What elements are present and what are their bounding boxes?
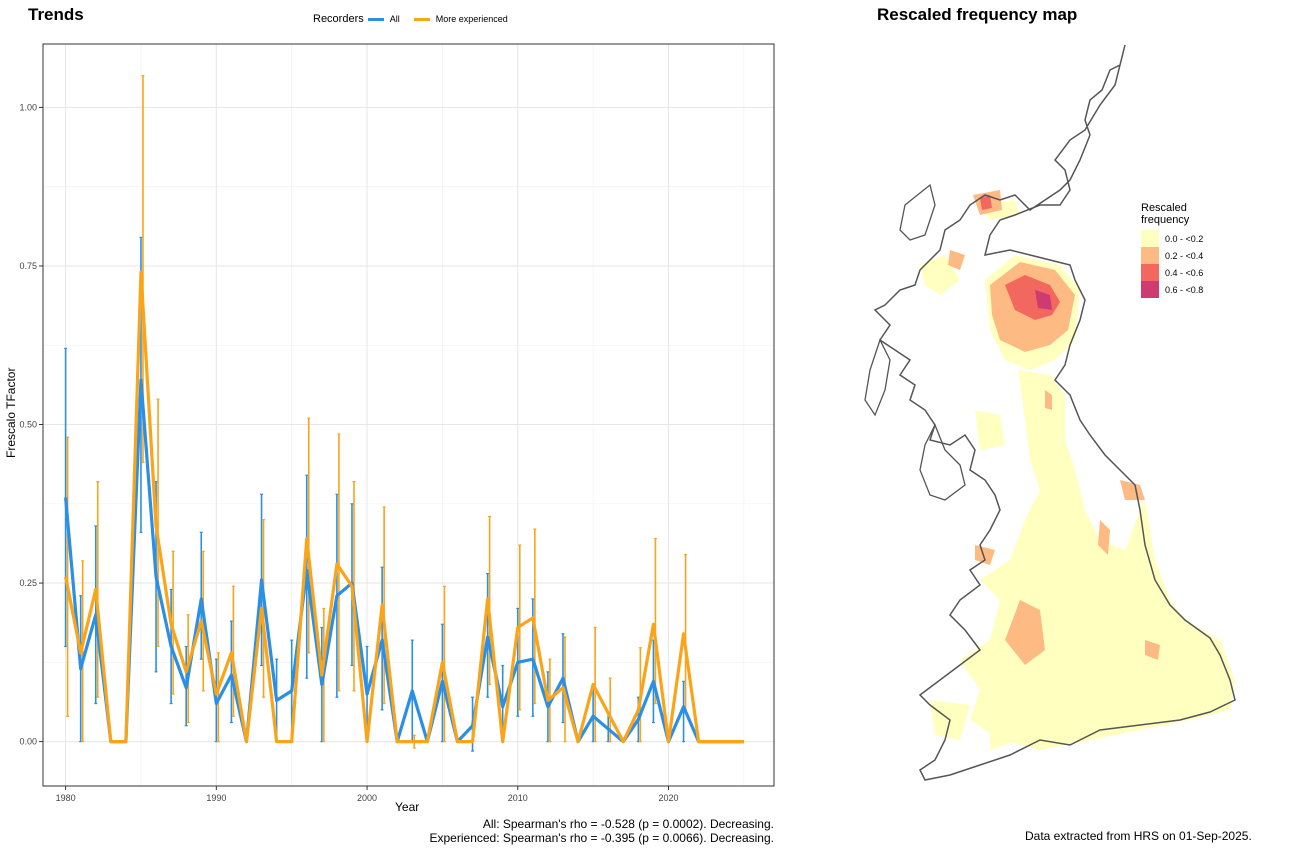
map-legend-item: 0.6 - <0.8 <box>1141 281 1203 298</box>
tick-layer: 1980 1990 2000 2010 2020 0.00 0.25 0.50 0.75 1.00 <box>19 102 678 803</box>
trends-legend: Recorders All More experienced <box>313 13 508 25</box>
errorbar-layer <box>64 75 688 752</box>
series-line-experienced <box>64 270 744 744</box>
line-layer <box>64 270 744 744</box>
x-tick-label: 2020 <box>658 793 678 803</box>
legend-swatch-experienced <box>413 17 430 21</box>
island-outline-2 <box>864 338 891 417</box>
island-outline <box>899 183 936 241</box>
x-axis-title: Year <box>395 800 420 814</box>
britain-map <box>864 44 1236 781</box>
map-legend: 0.0 - <0.2 0.2 - <0.4 0.4 - <0.6 0.6 - <… <box>1141 230 1203 298</box>
legend-swatch <box>1141 264 1159 281</box>
series-line-all <box>64 378 744 744</box>
legend-label-all: All <box>389 14 400 24</box>
map-legend-item: 0.2 - <0.4 <box>1141 247 1203 264</box>
y-tick-label: 0.00 <box>19 737 37 747</box>
britain-coastline <box>873 44 1236 781</box>
ireland-coastline-fragment <box>919 423 966 501</box>
map-legend-item: 0.0 - <0.2 <box>1141 230 1203 247</box>
panel-border <box>42 43 775 787</box>
map-footnote: Data extracted from HRS on 01-Sep-2025. <box>1025 829 1252 843</box>
trends-chart: 1980 1990 2000 2010 2020 0.00 0.25 0.50 0.75 1.00 <box>19 43 775 803</box>
stat-experienced: Experienced: Spearman's rho = -0.395 (p … <box>429 831 775 845</box>
trends-title: Trends <box>28 5 84 24</box>
legend-bin-label: 0.2 - <0.4 <box>1165 250 1204 261</box>
x-tick-label: 1980 <box>56 793 76 803</box>
map-legend-title: Rescaled frequency <box>1141 202 1189 226</box>
map-legend-title-line2: frequency <box>1141 214 1190 226</box>
y-tick-label: 0.25 <box>19 578 37 588</box>
x-tick-label: 2010 <box>508 793 528 803</box>
legend-swatch <box>1141 247 1159 264</box>
legend-swatch-all <box>367 17 384 21</box>
stat-all: All: Spearman's rho = -0.528 (p = 0.0002… <box>482 817 774 831</box>
map-title: Rescaled frequency map <box>877 5 1078 24</box>
legend-swatch <box>1141 281 1159 298</box>
legend-title: Recorders <box>313 13 364 25</box>
y-tick-label: 0.75 <box>19 261 37 271</box>
legend-label-experienced: More experienced <box>435 14 508 24</box>
map-legend-item: 0.4 - <0.6 <box>1141 264 1203 281</box>
map-very-high-frequency-cells <box>1035 290 1052 310</box>
y-tick-label: 0.50 <box>19 420 37 430</box>
legend-bin-label: 0.0 - <0.2 <box>1165 233 1204 244</box>
y-tick-label: 1.00 <box>19 102 37 112</box>
y-axis-title: Frescalo TFactor <box>4 367 18 458</box>
legend-swatch <box>1141 230 1159 247</box>
x-tick-label: 1990 <box>206 793 226 803</box>
x-tick-label: 2000 <box>357 793 377 803</box>
legend-bin-label: 0.4 - <0.6 <box>1165 267 1204 278</box>
legend-bin-label: 0.6 - <0.8 <box>1165 284 1204 295</box>
map-legend-title-line1: Rescaled <box>1141 202 1187 214</box>
